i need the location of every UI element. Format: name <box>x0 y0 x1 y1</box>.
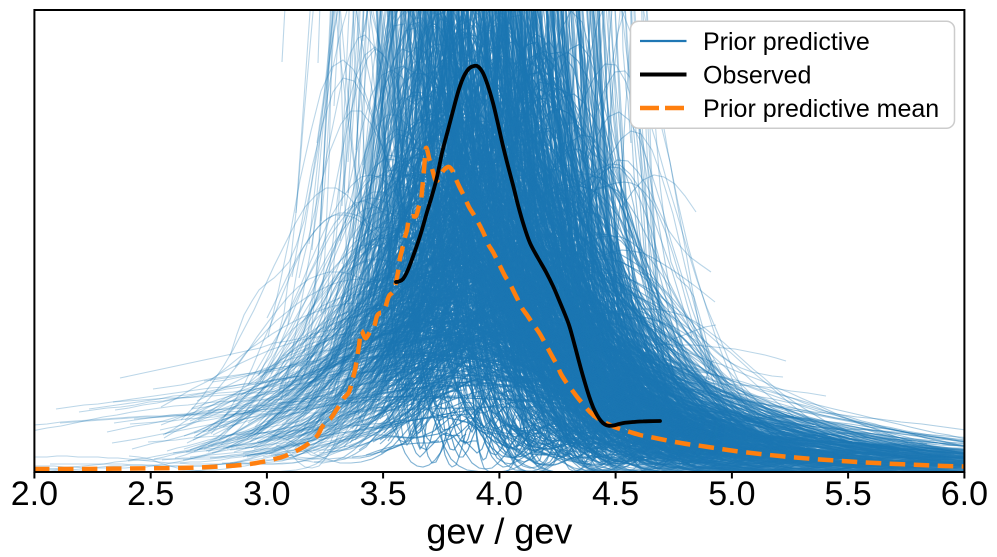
svg-text:2.0: 2.0 <box>11 475 58 513</box>
svg-text:gev / gev: gev / gev <box>426 511 572 552</box>
svg-text:5.0: 5.0 <box>708 475 755 513</box>
svg-text:3.5: 3.5 <box>359 475 406 513</box>
svg-text:6.0: 6.0 <box>941 475 988 513</box>
svg-text:2.5: 2.5 <box>127 475 174 513</box>
svg-text:4.5: 4.5 <box>592 475 639 513</box>
svg-text:3.0: 3.0 <box>243 475 290 513</box>
svg-text:Observed: Observed <box>703 62 811 90</box>
svg-text:5.5: 5.5 <box>824 475 871 513</box>
svg-text:4.0: 4.0 <box>476 475 523 513</box>
svg-text:Prior predictive: Prior predictive <box>703 28 870 56</box>
svg-text:Prior predictive mean: Prior predictive mean <box>703 95 939 123</box>
